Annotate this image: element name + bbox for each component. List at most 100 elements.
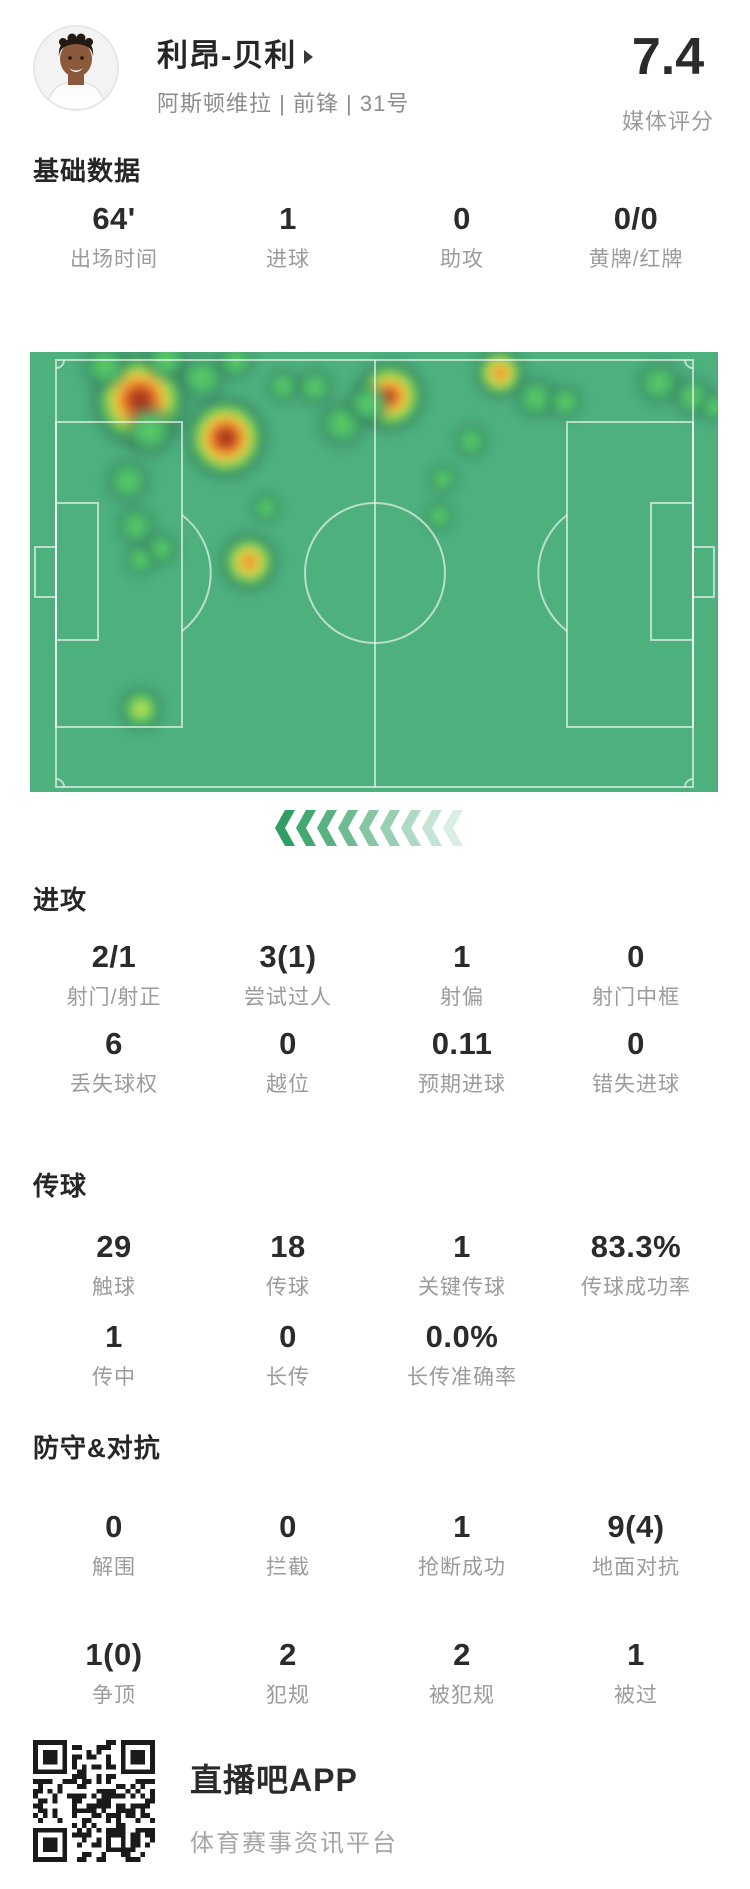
stat-value: 3(1): [259, 939, 317, 974]
stat-value: 1: [453, 1509, 471, 1544]
team-position-number: 阿斯顿维拉 | 前锋 | 31号: [157, 91, 410, 116]
stat-value: 0: [105, 1509, 123, 1544]
stat-value: 2: [453, 1637, 471, 1672]
stat-label: 争顶: [92, 1684, 136, 1707]
stat-label: 犯规: [266, 1684, 310, 1707]
stat-label: 进球: [266, 248, 310, 271]
stat-cell: 18 传球: [201, 1228, 375, 1302]
stat-value: 6: [105, 1026, 123, 1061]
stat-cell: 0.0% 长传准确率: [375, 1318, 549, 1392]
attack-stats-row-2: 6 丢失球权 0 越位 0.11 预期进球 0 错失进球: [27, 1025, 723, 1099]
stat-value: 64': [92, 201, 136, 236]
stat-value: 29: [96, 1229, 132, 1264]
stat-label: 触球: [92, 1276, 136, 1299]
arrow-right-triangle-icon: [304, 50, 314, 64]
section-title-defense: 防守&对抗: [33, 1433, 161, 1463]
stat-value: 0: [627, 1026, 645, 1061]
stat-cell: 2 被犯规: [375, 1636, 549, 1710]
stat-label: 传球成功率: [581, 1276, 691, 1299]
stat-label: 越位: [266, 1073, 310, 1096]
media-rating-block: 7.4 媒体评分: [622, 30, 714, 136]
player-heatmap: [30, 332, 735, 792]
qr-code-image: [33, 1740, 155, 1862]
stat-value: 83.3%: [590, 1229, 682, 1264]
stat-cell: 0 解围: [27, 1508, 201, 1582]
passing-stats-row-2: 1 传中 0 长传 0.0% 长传准确率: [27, 1318, 723, 1392]
stat-label: 解围: [92, 1556, 136, 1579]
stat-value: 1: [453, 1229, 471, 1264]
stat-value: 0/0: [613, 201, 659, 236]
stat-cell: 0.11 预期进球: [375, 1025, 549, 1099]
stat-label: 地面对抗: [592, 1556, 680, 1579]
stat-cell: 0 助攻: [375, 200, 549, 274]
stat-label: 出场时间: [70, 248, 158, 271]
section-title-passing: 传球: [33, 1171, 88, 1201]
rating-value: 7.4: [631, 28, 705, 86]
stat-label: 长传准确率: [407, 1366, 517, 1389]
stat-label: 传球: [266, 1276, 310, 1299]
stat-cell: 1(0) 争顶: [27, 1636, 201, 1710]
stat-label: 尝试过人: [244, 986, 332, 1009]
qr-code: [33, 1740, 155, 1862]
stat-label: 射偏: [440, 986, 484, 1009]
stat-cell: 29 触球: [27, 1228, 201, 1302]
attack-stats-row-1: 2/1 射门/射正 3(1) 尝试过人 1 射偏 0 射门中框: [27, 938, 723, 1012]
stat-label: 预期进球: [418, 1073, 506, 1096]
section-title-attack: 进攻: [33, 885, 88, 915]
stat-label: 被过: [614, 1684, 658, 1707]
stat-label: 长传: [266, 1366, 310, 1389]
stat-label: 射门/射正: [66, 986, 162, 1009]
stat-value: 1(0): [85, 1637, 143, 1672]
stat-cell: 0 射门中框: [549, 938, 723, 1012]
stat-cell: 1 关键传球: [375, 1228, 549, 1302]
stat-cell: 6 丢失球权: [27, 1025, 201, 1099]
stat-cell: 1 被过: [549, 1636, 723, 1710]
stat-value: 0.11: [431, 1026, 493, 1061]
stat-value: 2/1: [91, 939, 137, 974]
stat-label: 关键传球: [418, 1276, 506, 1299]
stat-value: 1: [453, 939, 471, 974]
stat-value: 0: [279, 1509, 297, 1544]
stat-label: 丢失球权: [70, 1073, 158, 1096]
rating-label: 媒体评分: [621, 109, 714, 134]
stat-cell: 0 拦截: [201, 1508, 375, 1582]
stat-cell: 1 传中: [27, 1318, 201, 1392]
stat-cell: [549, 1318, 723, 1392]
stat-value: 1: [627, 1637, 645, 1672]
player-portrait-illustration: [35, 27, 117, 109]
pitch-lines: [34, 359, 715, 788]
stat-cell: 2/1 射门/射正: [27, 938, 201, 1012]
player-avatar: [33, 25, 119, 111]
stat-cell: 1 射偏: [375, 938, 549, 1012]
stat-cell: 2 犯规: [201, 1636, 375, 1710]
stat-value: 18: [270, 1229, 306, 1264]
basic-stats-row: 64' 出场时间 1 进球 0 助攻 0/0 黄牌/红牌: [27, 200, 723, 274]
stat-label: 拦截: [266, 1556, 310, 1579]
stat-label: 错失进球: [592, 1073, 680, 1096]
stat-value: 0.0%: [425, 1319, 499, 1354]
heat-blobs: [77, 332, 735, 735]
stat-value: 9(4): [607, 1509, 665, 1544]
section-title-basic: 基础数据: [33, 156, 142, 186]
stat-cell: 0 长传: [201, 1318, 375, 1392]
defense-stats-row-1: 0 解围 0 拦截 1 抢断成功 9(4) 地面对抗: [27, 1508, 723, 1582]
stat-cell: 9(4) 地面对抗: [549, 1508, 723, 1582]
stat-label: 黄牌/红牌: [588, 248, 684, 271]
stat-value: 0: [627, 939, 645, 974]
chevrons-left-icon: [275, 810, 463, 846]
stat-value: 0: [279, 1026, 297, 1061]
stat-cell: 1 抢断成功: [375, 1508, 549, 1582]
app-description: 体育赛事资讯平台: [190, 1830, 398, 1857]
chevron-divider: [0, 810, 750, 846]
stat-label: 传中: [92, 1366, 136, 1389]
stat-cell: 0 越位: [201, 1025, 375, 1099]
stat-label: 抢断成功: [418, 1556, 506, 1579]
football-pitch: [30, 332, 735, 792]
stat-value: 1: [279, 201, 297, 236]
stat-label: 被犯规: [429, 1684, 495, 1707]
stat-cell: 64' 出场时间: [27, 200, 201, 274]
player-name-button[interactable]: 利昂-贝利: [157, 36, 314, 76]
app-name: 直播吧APP: [190, 1762, 358, 1798]
player-name: 利昂-贝利: [157, 38, 297, 73]
